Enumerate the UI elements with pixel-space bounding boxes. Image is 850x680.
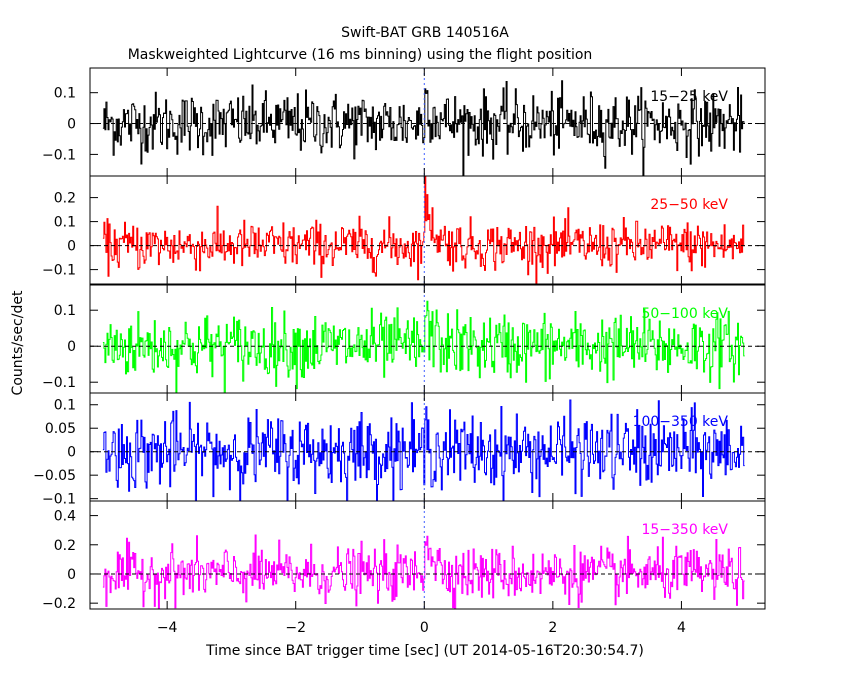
y-tick-label: −0.2 [42,596,76,612]
y-tick-label: 0 [67,445,76,461]
series-line [102,399,745,502]
panel-label: 25−50 keV [650,197,728,213]
y-tick-label: 0.1 [54,398,76,414]
y-tick-label: 0.05 [45,421,76,437]
x-tick-label: 2 [548,620,557,636]
panels-group: −0.100.1 15−25 keV−0.100.10.2 25−50 keV−0.… [33,67,766,612]
series-line [102,534,745,610]
panel-label: 15−350 keV [641,522,728,538]
y-tick-label: 0 [67,567,76,583]
panel-frame [89,500,766,610]
y-tick-label: 0.1 [54,86,76,102]
y-tick-label: 0 [67,117,76,133]
x-axis-label: Time since BAT trigger time [sec] (UT 20… [205,643,644,659]
y-tick-label: 0.2 [54,191,76,207]
y-tick-label: 0 [67,239,76,255]
x-tick-label: −4 [157,620,178,636]
y-tick-label: 0.1 [54,303,76,319]
panel-15-25-kev: −0.1 0 0.1 15−25 keV [42,67,766,177]
panel-15-350-kev: −0.2 0 0.2 0.4 15−350 keV [42,500,766,612]
y-axis-label: Counts/sec/det [10,290,26,395]
x-tick-label: 4 [677,620,686,636]
x-tick-label: 0 [420,620,429,636]
panel-label: 50−100 keV [641,306,728,322]
panel-50-100-kev: −0.1 0 0.1 50−100 keV [42,284,766,394]
y-tick-label: −0.1 [42,375,76,391]
chart-subtitle: Maskweighted Lightcurve (16 ms binning) … [128,47,593,63]
y-tick-label: −0.1 [42,263,76,279]
panel-25-50-kev: −0.1 0 0.1 0.2 25−50 keV [42,175,766,285]
y-tick-label: 0.2 [54,538,76,554]
panel-frame [89,175,766,285]
x-ticks-group: −4 −2 0 2 4 [157,620,686,636]
series-line [102,300,745,394]
y-tick-label: 0 [67,339,76,355]
panel-label: 15−25 keV [650,89,728,105]
y-tick-label: −0.1 [42,492,76,508]
panel-label: 100−350 keV [633,414,729,430]
y-tick-label: −0.05 [33,468,76,484]
y-tick-label: 0.4 [54,509,76,525]
panel-100-350-kev: −0.1 −0.05 0 0.05 0.1 100−350 keV [33,392,766,508]
x-tick-label: −2 [285,620,306,636]
chart-title: Swift-BAT GRB 140516A [341,25,509,41]
y-tick-label: 0.1 [54,215,76,231]
y-tick-label: −0.1 [42,147,76,163]
series-line [102,80,745,177]
